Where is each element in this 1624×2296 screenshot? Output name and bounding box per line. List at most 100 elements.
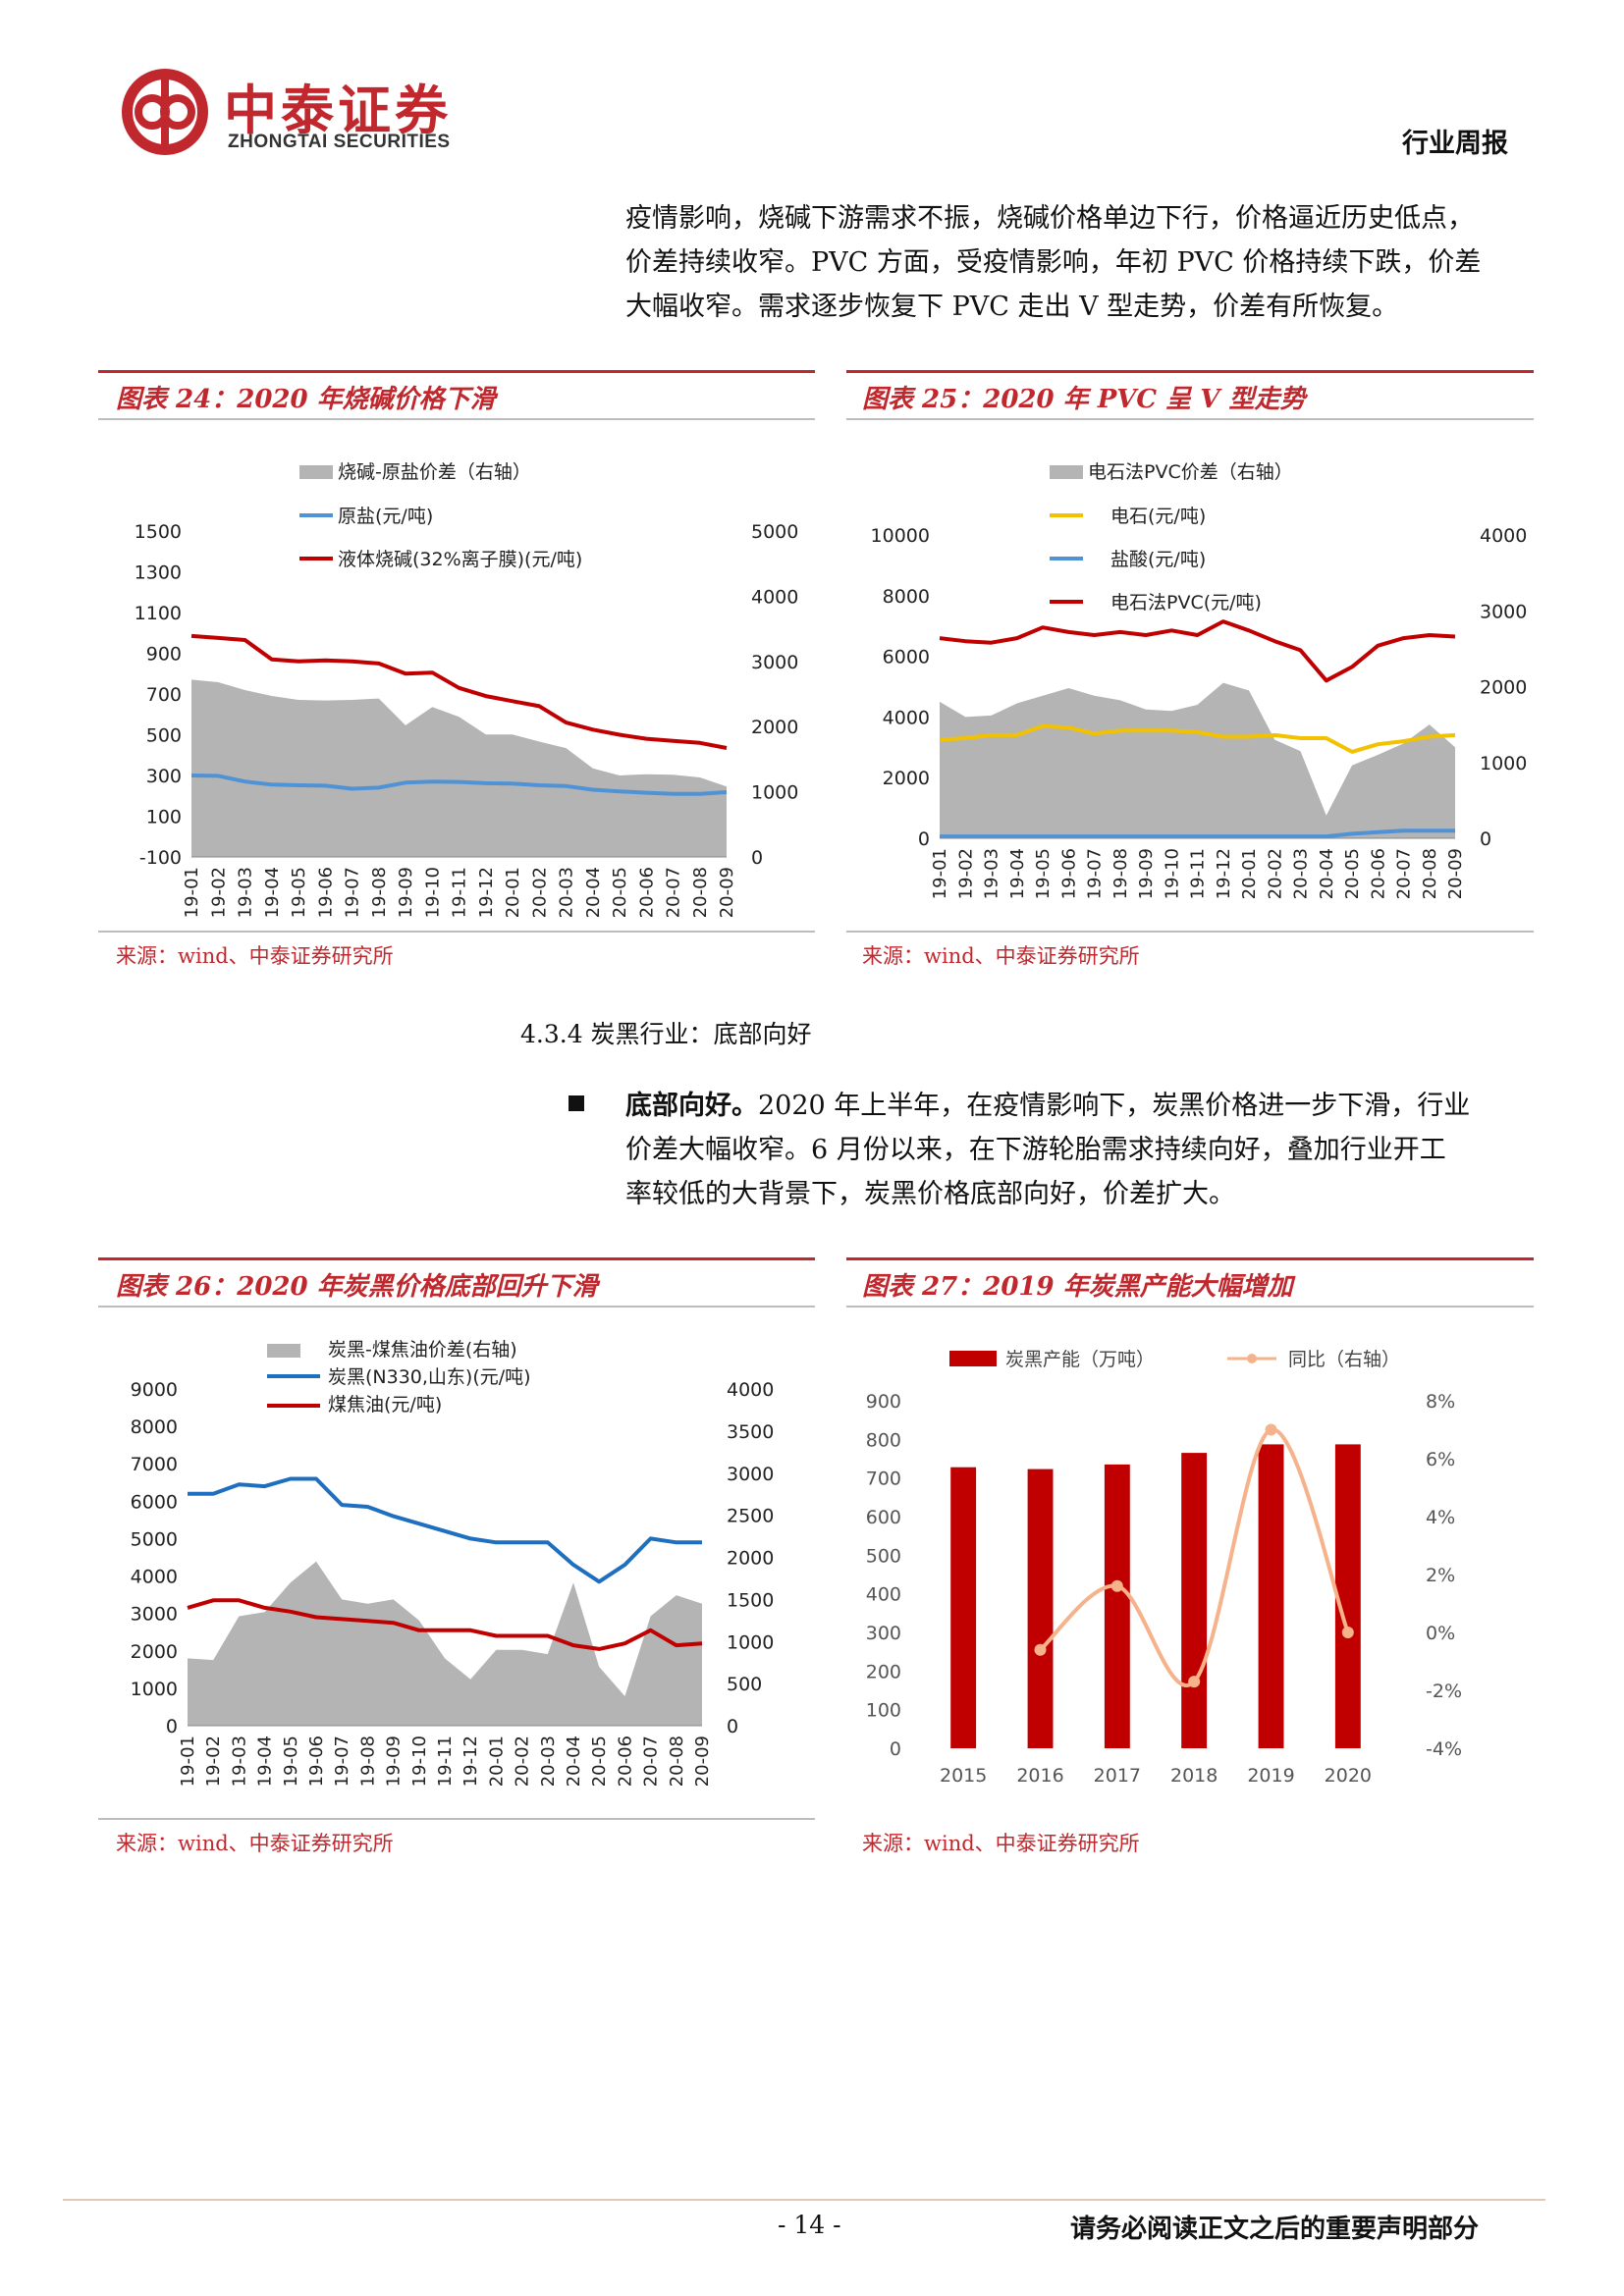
x-axis-tick-label: 20-08 <box>667 1735 687 1787</box>
x-axis-tick-label: 20-01 <box>486 1735 507 1787</box>
x-axis-tick-label: 2015 <box>940 1765 987 1787</box>
x-axis-tick-label: 2017 <box>1094 1765 1141 1787</box>
left-axis-tick-label: 100 <box>866 1700 901 1722</box>
x-axis-tick-label: 19-09 <box>396 867 416 918</box>
capacity-bar <box>950 1467 977 1748</box>
x-axis-tick-label: 20-07 <box>641 1735 662 1787</box>
chart24-title-rule <box>98 418 815 420</box>
right-axis-tick-label: 4000 <box>1480 525 1527 547</box>
x-axis-tick-label: 2016 <box>1016 1765 1063 1787</box>
right-axis-tick-label: 6% <box>1426 1449 1455 1470</box>
left-axis-tick-label: 500 <box>866 1545 901 1567</box>
legend-label: 电石法PVC(元/吨) <box>1110 592 1262 614</box>
legend-label: 电石法PVC价差（右轴） <box>1088 461 1293 483</box>
left-axis-tick-label: 6000 <box>883 647 930 668</box>
x-axis-tick-label: 19-10 <box>1162 848 1182 899</box>
series-line-2 <box>187 1598 703 1651</box>
x-axis-tick-label: 20-05 <box>1342 848 1363 899</box>
intro-line: 疫情影响，烧碱下游需求不振，烧碱价格单边下行，价格逼近历史低点， <box>625 203 1474 234</box>
left-axis-tick-label: 4000 <box>131 1567 178 1588</box>
x-axis-tick-label: 20-06 <box>615 1735 635 1787</box>
x-axis-tick-label: 19-08 <box>1110 848 1131 899</box>
x-axis-tick-label: 19-11 <box>435 1735 456 1787</box>
left-axis-tick-label: 500 <box>146 725 182 747</box>
chart26-source: 来源：wind、中泰证券研究所 <box>116 1832 394 1855</box>
x-axis-tick-label: 20-06 <box>636 867 657 918</box>
right-axis-tick-label: 4% <box>1426 1507 1455 1528</box>
legend-swatch-marker <box>1247 1354 1257 1363</box>
left-axis-tick-label: 0 <box>166 1716 178 1737</box>
left-axis-tick-label: 3000 <box>131 1604 178 1626</box>
left-axis-tick-label: 700 <box>146 684 182 706</box>
yoy-point <box>1341 1627 1354 1638</box>
right-axis-tick-label: 3500 <box>727 1421 774 1443</box>
legend-label: 盐酸(元/吨) <box>1110 549 1206 570</box>
bullet-bold-lead: 底部向好。 <box>625 1091 758 1121</box>
intro-line: 价差持续收窄。PVC 方面，受疫情影响，年初 PVC 价格持续下跌，价差 <box>625 247 1482 278</box>
chart24-legend: 烧碱-原盐价差（右轴） 原盐(元/吨) 液体烧碱(32%离子膜)(元/吨) <box>299 461 582 570</box>
chart25-title: 图表 25：2020 年 PVC 呈 V 型走势 <box>862 385 1306 414</box>
right-axis-tick-label: 1000 <box>751 782 798 804</box>
footer-disclaimer: 请务必阅读正文之后的重要声明部分 <box>1070 2215 1480 2244</box>
x-axis-tick-label: 20-02 <box>513 1735 533 1787</box>
chart25-bottom-rule <box>846 931 1534 933</box>
series-line-1 <box>190 774 728 796</box>
x-axis-tick-label: 19-09 <box>384 1735 405 1787</box>
series-line-2 <box>940 828 1455 839</box>
x-axis-tick-label: 19-05 <box>1033 848 1054 899</box>
left-axis-tick-label: 6000 <box>131 1491 178 1513</box>
legend-label: 电石(元/吨) <box>1110 506 1206 527</box>
left-axis-tick-label: 700 <box>866 1468 901 1490</box>
x-axis-tick-label: 19-11 <box>450 867 470 918</box>
bullet-line: 底部向好。2020 年上半年，在疫情影响下，炭黑价格进一步下滑，行业 <box>625 1084 1529 1128</box>
x-axis-tick-label: 20-03 <box>557 867 577 918</box>
chart24-title: 图表 24：2020 年烧碱价格下滑 <box>116 385 496 414</box>
chart27-top-rule <box>846 1257 1534 1260</box>
x-axis-tick-label: 20-07 <box>664 867 684 918</box>
left-axis-tick-label: 1500 <box>135 521 182 543</box>
right-axis-tick-label: 2% <box>1426 1565 1455 1586</box>
company-logo-icon <box>122 69 208 155</box>
bullet-line: 率较低的大背景下，炭黑价格底部向好，价差扩大。 <box>625 1179 1235 1209</box>
right-axis-tick-label: 500 <box>727 1674 762 1695</box>
x-axis-tick-label: 19-05 <box>281 1735 301 1787</box>
right-axis-tick-label: 3000 <box>1480 601 1527 622</box>
capacity-bar <box>1181 1453 1208 1748</box>
left-axis-tick-label: 8000 <box>883 586 930 608</box>
x-axis-tick-label: 19-06 <box>315 867 336 918</box>
capacity-bar <box>1104 1464 1130 1748</box>
chart26-legend: 炭黑-煤焦油价差(右轴) 炭黑(N330,山东)(元/吨) 煤焦油(元/吨) <box>267 1339 531 1415</box>
yoy-point <box>1034 1643 1047 1656</box>
legend-label: 炭黑-煤焦油价差(右轴) <box>328 1339 517 1361</box>
chart25-title-rule <box>846 418 1534 420</box>
x-axis-tick-label: 19-01 <box>178 1735 198 1787</box>
x-axis-tick-label: 2018 <box>1170 1765 1218 1787</box>
series-line-1 <box>939 723 1456 754</box>
section-heading: 4.3.4 炭黑行业：底部向好 <box>520 1020 812 1048</box>
left-axis-tick-label: 200 <box>866 1661 901 1682</box>
series-line-1 <box>188 1476 702 1584</box>
left-axis-tick-label: 900 <box>866 1391 901 1413</box>
legend-label: 原盐(元/吨) <box>338 506 433 527</box>
right-axis-tick-label: 1000 <box>1480 753 1527 774</box>
x-axis-tick-label: 19-09 <box>1136 848 1157 899</box>
yoy-line <box>1039 1427 1350 1687</box>
x-axis-tick-label: 19-07 <box>343 867 363 918</box>
right-axis-tick-label: 0% <box>1426 1623 1455 1644</box>
series-line-3 <box>939 619 1456 683</box>
chart26-svg: 炭黑-煤焦油价差(右轴) 炭黑(N330,山东)(元/吨) 煤焦油(元/吨) 0… <box>131 1339 775 1787</box>
chart27-svg: 炭黑产能（万吨） 同比（右轴） 0 100 200 300 400 500 600 700 80… <box>866 1349 1462 1787</box>
legend-swatch-bar <box>949 1351 997 1366</box>
x-axis-tick-label: 20-02 <box>1265 848 1285 899</box>
chart24-top-rule <box>98 370 815 373</box>
left-axis-tick-label: 2000 <box>883 768 930 789</box>
chart25-legend: 电石法PVC价差（右轴） 电石(元/吨) 盐酸(元/吨) 电石法PVC(元/吨) <box>1050 461 1293 614</box>
right-axis-tick-label: 0 <box>751 847 763 869</box>
chart26-top-rule <box>98 1257 815 1260</box>
x-axis-tick-label: 19-01 <box>182 867 202 918</box>
right-axis-tick-label: 3000 <box>751 652 798 673</box>
left-axis-tick-label: 300 <box>146 766 182 787</box>
x-axis-tick-label: 19-07 <box>332 1735 352 1787</box>
left-axis-tick-label: 1000 <box>131 1679 178 1700</box>
right-axis-tick-label: 3000 <box>727 1464 774 1485</box>
